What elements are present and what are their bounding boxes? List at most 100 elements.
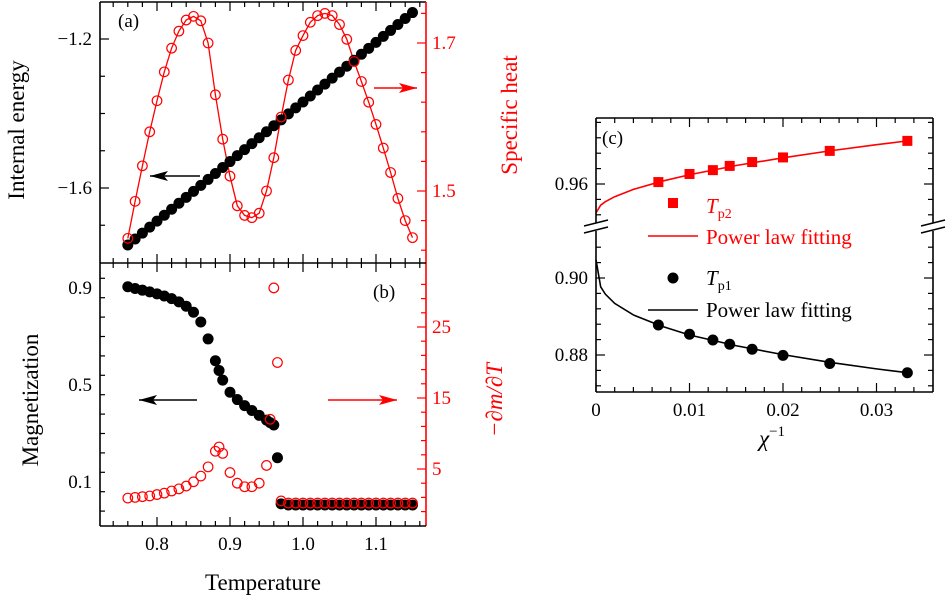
axis-break-mark [583,226,609,234]
specific-heat-point [209,89,221,101]
energy-point [231,150,243,162]
tp1-point [684,328,695,340]
specific-heat-point [217,133,229,145]
axis-break-mark [920,226,946,234]
specific-heat-point [122,232,134,244]
tp2-point [902,135,913,146]
legend-tp2-marker [668,198,678,208]
dm-dt-point [341,497,353,509]
dm-dt-point [275,495,287,507]
specific-heat-point [326,10,338,22]
specific-heat-point [136,160,148,172]
energy-point [304,90,316,102]
axes-layer: 0.8 0.9 1.0 1.1 −1.2 −1.6 1.7 1.5 0.9 0.5 0.1 25 15 5… [58,1,946,555]
tp2-point [684,168,695,179]
ylabel-dm-dt: −∂m/∂T [482,361,507,437]
specific-heat-point [202,37,214,49]
y-tick-label-left: −1.2 [58,29,92,50]
specific-heat-point [312,10,324,22]
tp1-point [777,349,789,361]
energy-point [261,126,272,138]
specific-heat-point [334,19,345,30]
energy-point [363,42,375,54]
dm-dt-point [213,441,225,453]
arrow-right-a-head [399,83,417,93]
energy-point [355,48,367,60]
specific-heat-point [195,15,207,27]
dm-dt-point [407,497,418,509]
dm-dt-point [158,487,170,499]
dm-dt-point [399,497,411,509]
magnetization-point [180,300,192,312]
dm-dt-point [224,467,236,478]
magnetization-point [213,364,225,376]
specific-heat-point [173,25,185,37]
energy-point [377,30,389,42]
tp1-fit-curve [595,259,908,374]
specific-heat-point [144,126,156,138]
energy-point [151,215,163,227]
x-tick-label: 1.0 [291,534,315,555]
ylabel-magnetization: Magnetization [18,333,43,466]
dm-dt-point [385,497,397,509]
x-tick-label: 0.01 [673,400,706,421]
dm-dt-point [151,489,163,500]
magnetization-point [209,355,221,367]
dm-dt-point [264,413,276,425]
magnetization-point [188,306,199,318]
dm-dt-point [363,497,375,509]
panel-a-label: (a) [118,11,139,32]
dm-dt-point [253,477,265,489]
x-tick-label: 1.1 [364,534,388,555]
specific-heat-point [268,152,280,164]
dm-dt-point [312,497,324,509]
y-tick-label-right: 1.5 [432,181,456,202]
specific-heat-point [261,185,272,197]
specific-heat-point [166,42,178,54]
energy-point [268,120,280,132]
magnetization-point [195,316,207,328]
tp1-point [707,334,719,346]
specific-heat-point [392,192,404,204]
energy-point [136,227,148,239]
specific-heat-point [385,167,397,178]
ylabel-internal-energy: Internal energy [4,60,29,200]
x-tick-label: 0.8 [145,534,169,555]
specific-heat-point [348,56,360,67]
energy-point [209,167,221,179]
specific-heat-point [224,170,236,182]
magnetization-point [268,419,280,431]
dm-dt-point [290,497,302,509]
dm-dt-point [166,485,178,497]
energy-point [217,162,229,174]
tp2-point [653,177,664,188]
tp1-point [824,357,836,369]
dm-dt-point [268,282,280,294]
dm-dt-point [195,470,207,482]
magnetization-point [231,394,243,406]
energy-point [319,78,331,90]
energy-point [290,102,302,114]
legend-tp2-fit-label: Power law fitting [706,225,852,249]
ylabel-specific-heat: Specific heat [497,55,522,175]
y-tick-label-left: 0.9 [68,278,92,299]
dm-dt-point [356,497,367,509]
energy-point [188,185,199,197]
specific-heat-point [341,33,353,45]
panel-b-label: (b) [373,282,395,303]
xlabel-chi-sup: −1 [769,424,785,440]
energy-point [370,36,382,48]
y-tick-label-left: 0.5 [68,375,92,396]
energy-point [180,191,192,203]
tp2-point [724,160,735,171]
energy-point [392,18,404,30]
specific-heat-point [158,66,170,78]
dm-dt-point [392,497,404,509]
energy-point [144,221,156,233]
energy-point [399,13,411,25]
energy-point [239,144,251,156]
data-layer [122,7,913,511]
x-tick-label: 0.02 [766,400,799,421]
energy-point [202,173,214,185]
